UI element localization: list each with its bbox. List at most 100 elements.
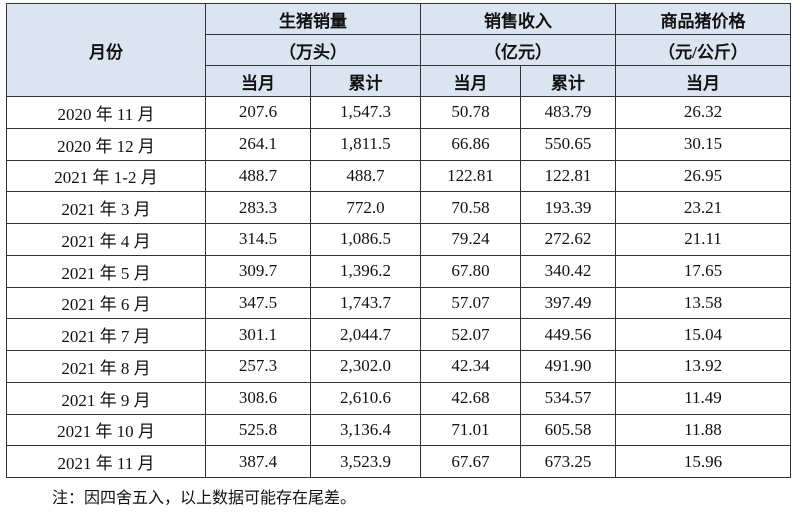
value-cell: 70.58 bbox=[420, 191, 521, 224]
value-cell: 15.96 bbox=[615, 445, 791, 478]
table-body: 2020 年 11 月 207.6 1,547.3 50.78 483.79 26.32 2… bbox=[6, 96, 791, 478]
value-cell: 488.7 bbox=[310, 159, 421, 193]
value-cell: 122.81 bbox=[420, 159, 521, 193]
value-cell: 71.01 bbox=[420, 413, 521, 447]
data-row: 2021 年 11 月 387.4 3,523.9 67.67 673.25 15.96 bbox=[6, 445, 791, 478]
value-cell: 550.65 bbox=[520, 127, 616, 161]
period-cell: 2021 年 9 月 bbox=[6, 381, 206, 415]
value-cell: 67.80 bbox=[420, 254, 521, 288]
header-row: （万头） （亿元） （元/公斤） bbox=[7, 34, 791, 66]
group-title: 生猪销量 bbox=[205, 3, 421, 35]
period-cell: 2021 年 10 月 bbox=[6, 413, 206, 447]
value-cell: 193.39 bbox=[520, 191, 616, 224]
value-cell: 1,086.5 bbox=[310, 223, 421, 256]
data-row: 2021 年 10 月 525.8 3,136.4 71.01 605.58 11.88 bbox=[6, 413, 791, 447]
value-cell: 57.07 bbox=[420, 286, 521, 320]
value-cell: 11.88 bbox=[615, 413, 791, 447]
column-header: 当月 bbox=[205, 65, 311, 97]
value-cell: 272.62 bbox=[520, 223, 616, 256]
value-cell: 2,610.6 bbox=[310, 381, 421, 415]
value-cell: 257.3 bbox=[205, 350, 311, 383]
period-cell: 2021 年 3 月 bbox=[6, 191, 206, 224]
value-cell: 13.58 bbox=[615, 286, 791, 320]
period-cell: 2021 年 7 月 bbox=[6, 318, 206, 351]
value-cell: 605.58 bbox=[520, 413, 616, 447]
group-unit: （亿元） bbox=[420, 34, 616, 66]
value-cell: 15.04 bbox=[615, 318, 791, 351]
value-cell: 66.86 bbox=[420, 127, 521, 161]
value-cell: 17.65 bbox=[615, 254, 791, 288]
period-cell: 2020 年 11 月 bbox=[6, 96, 206, 129]
value-cell: 340.42 bbox=[520, 254, 616, 288]
value-cell: 67.67 bbox=[420, 445, 521, 478]
value-cell: 673.25 bbox=[520, 445, 616, 478]
value-cell: 207.6 bbox=[205, 96, 311, 129]
table-header: 月份 生猪销量 销售收入 商品猪价格 （万头） （亿元） （元/公斤） 当月 累计 当月 累计 当月 bbox=[6, 3, 791, 97]
data-row: 2021 年 4 月 314.5 1,086.5 79.24 272.62 21.11 bbox=[6, 223, 791, 256]
column-header: 当月 bbox=[420, 65, 521, 97]
value-cell: 52.07 bbox=[420, 318, 521, 351]
period-cell: 2021 年 11 月 bbox=[6, 445, 206, 478]
value-cell: 11.49 bbox=[615, 381, 791, 415]
value-cell: 1,811.5 bbox=[310, 127, 421, 161]
header-row: 月份 生猪销量 销售收入 商品猪价格 bbox=[6, 3, 791, 97]
value-cell: 3,523.9 bbox=[310, 445, 421, 478]
value-cell: 309.7 bbox=[205, 254, 311, 288]
value-cell: 488.7 bbox=[205, 159, 311, 193]
period-cell: 2020 年 12 月 bbox=[6, 127, 206, 161]
value-cell: 21.11 bbox=[615, 223, 791, 256]
value-cell: 449.56 bbox=[520, 318, 616, 351]
value-cell: 122.81 bbox=[520, 159, 616, 193]
value-cell: 347.5 bbox=[205, 286, 311, 320]
value-cell: 50.78 bbox=[420, 96, 521, 129]
value-cell: 397.49 bbox=[520, 286, 616, 320]
value-cell: 23.21 bbox=[615, 191, 791, 224]
value-cell: 42.68 bbox=[420, 381, 521, 415]
data-row: 2021 年 6 月 347.5 1,743.7 57.07 397.49 13.58 bbox=[6, 286, 791, 320]
value-cell: 42.34 bbox=[420, 350, 521, 383]
group-unit: （万头） bbox=[205, 34, 421, 66]
data-row: 2020 年 12 月 264.1 1,811.5 66.86 550.65 30.15 bbox=[6, 127, 791, 161]
value-cell: 13.92 bbox=[615, 350, 791, 383]
value-cell: 30.15 bbox=[615, 127, 791, 161]
value-cell: 79.24 bbox=[420, 223, 521, 256]
value-cell: 314.5 bbox=[205, 223, 311, 256]
data-row: 2021 年 9 月 308.6 2,610.6 42.68 534.57 11.49 bbox=[6, 381, 791, 415]
value-cell: 1,743.7 bbox=[310, 286, 421, 320]
value-cell: 26.95 bbox=[615, 159, 791, 193]
sales-table: 月份 生猪销量 销售收入 商品猪价格 （万头） （亿元） （元/公斤） 当月 累计 当月 累计 当月 … bbox=[6, 3, 791, 478]
value-cell: 301.1 bbox=[205, 318, 311, 351]
value-cell: 772.0 bbox=[310, 191, 421, 224]
value-cell: 1,547.3 bbox=[310, 96, 421, 129]
value-cell: 1,396.2 bbox=[310, 254, 421, 288]
data-row: 2021 年 7 月 301.1 2,044.7 52.07 449.56 15.04 bbox=[6, 318, 791, 351]
value-cell: 283.3 bbox=[205, 191, 311, 224]
value-cell: 534.57 bbox=[520, 381, 616, 415]
footnote: 注：因四舍五入，以上数据可能存在尾差。 bbox=[52, 490, 357, 507]
period-cell: 2021 年 8 月 bbox=[6, 350, 206, 383]
value-cell: 491.90 bbox=[520, 350, 616, 383]
value-cell: 525.8 bbox=[205, 413, 311, 447]
group-unit: （元/公斤） bbox=[615, 34, 791, 66]
group-title: 销售收入 bbox=[420, 3, 616, 35]
period-cell: 2021 年 5 月 bbox=[6, 254, 206, 288]
column-header: 累计 bbox=[520, 65, 616, 97]
data-row: 2021 年 3 月 283.3 772.0 70.58 193.39 23.21 bbox=[6, 191, 791, 224]
group-title: 商品猪价格 bbox=[615, 3, 791, 35]
value-cell: 308.6 bbox=[205, 381, 311, 415]
data-row: 2021 年 8 月 257.3 2,302.0 42.34 491.90 13.92 bbox=[6, 350, 791, 383]
data-row: 2021 年 5 月 309.7 1,396.2 67.80 340.42 17.65 bbox=[6, 254, 791, 288]
value-cell: 483.79 bbox=[520, 96, 616, 129]
column-header: 累计 bbox=[310, 65, 421, 97]
value-cell: 3,136.4 bbox=[310, 413, 421, 447]
column-header: 当月 bbox=[615, 65, 791, 97]
period-cell: 2021 年 4 月 bbox=[6, 223, 206, 256]
header-cell: 月份 bbox=[6, 3, 206, 97]
value-cell: 387.4 bbox=[205, 445, 311, 478]
data-row: 2020 年 11 月 207.6 1,547.3 50.78 483.79 26.32 bbox=[6, 96, 791, 129]
value-cell: 264.1 bbox=[205, 127, 311, 161]
period-cell: 2021 年 1-2 月 bbox=[6, 159, 206, 193]
value-cell: 26.32 bbox=[615, 96, 791, 129]
value-cell: 2,044.7 bbox=[310, 318, 421, 351]
